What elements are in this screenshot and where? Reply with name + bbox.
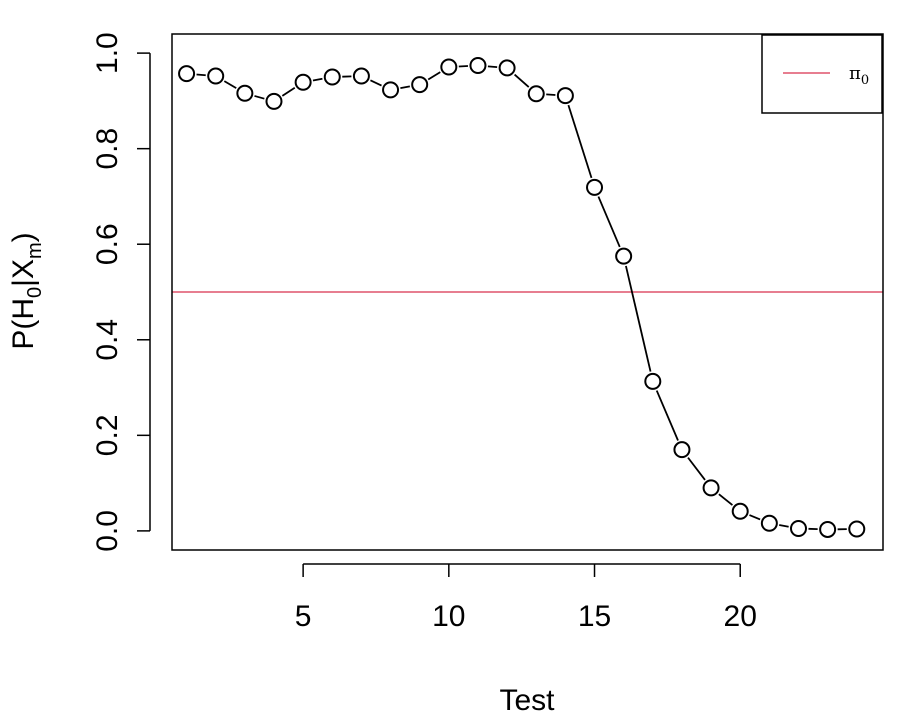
data-point: [294, 73, 312, 91]
data-point: [265, 92, 283, 110]
series-segment: [254, 95, 265, 100]
x-tick-label: 15: [578, 600, 611, 633]
series-segment: [370, 79, 382, 87]
series-segment: [487, 65, 498, 69]
series-segment: [513, 73, 530, 88]
series-segment: [196, 73, 206, 77]
plot-frame: [171, 33, 884, 551]
data-point: [848, 520, 866, 538]
data-point: [615, 247, 633, 265]
data-point: [440, 58, 458, 76]
data-point: [352, 67, 370, 85]
series-segment: [779, 524, 789, 528]
data-point: [556, 87, 574, 105]
data-point: [469, 57, 487, 75]
series-segment: [400, 85, 411, 90]
series-segment: [655, 390, 679, 441]
x-tick-label: 20: [724, 600, 757, 633]
data-point: [178, 65, 196, 83]
x-tick-label: 10: [432, 600, 465, 633]
data-point: [586, 178, 604, 196]
series-segment: [427, 71, 441, 81]
axes: 5 10 15 20 0.0 0.2 0.4 0.6 0.8 1.0: [91, 32, 884, 633]
data-point: [819, 520, 837, 538]
data-point: [498, 59, 516, 77]
series-segment: [687, 457, 706, 481]
series-segment: [546, 93, 556, 96]
data-point: [644, 372, 662, 390]
data-point: [702, 479, 720, 497]
series-segment: [567, 104, 593, 179]
series-segment: [281, 86, 296, 97]
x-tick-label: 5: [295, 600, 312, 633]
y-tick-label: 0.4: [91, 319, 124, 361]
y-tick-label: 0.8: [91, 128, 124, 170]
y-tick-label: 1.0: [91, 32, 124, 74]
y-axis-label: P(H0|Xm): [7, 232, 46, 349]
series-segment: [223, 80, 237, 89]
series-segment: [625, 265, 652, 372]
series-segment: [718, 493, 733, 506]
series-segment: [749, 514, 761, 521]
legend-box: [761, 34, 883, 114]
data-point: [760, 514, 778, 532]
y-tick-label: 0.6: [91, 223, 124, 265]
legend: π0: [761, 34, 883, 114]
y-tick-label: 0.0: [91, 510, 124, 552]
series-segment: [597, 196, 621, 248]
plot-area: [172, 57, 883, 538]
data-point: [789, 520, 807, 537]
y-tick-label: 0.2: [91, 414, 124, 456]
data-point: [411, 76, 429, 94]
data-point: [382, 81, 400, 99]
data-point: [323, 68, 341, 86]
legend-label: π0: [849, 63, 869, 88]
data-point: [207, 67, 225, 85]
series-segment: [312, 77, 323, 82]
data-point: [236, 84, 254, 102]
data-point: [527, 85, 545, 103]
x-axis-label: Test: [499, 684, 555, 717]
data-point: [673, 441, 691, 459]
data-point: [731, 502, 749, 520]
